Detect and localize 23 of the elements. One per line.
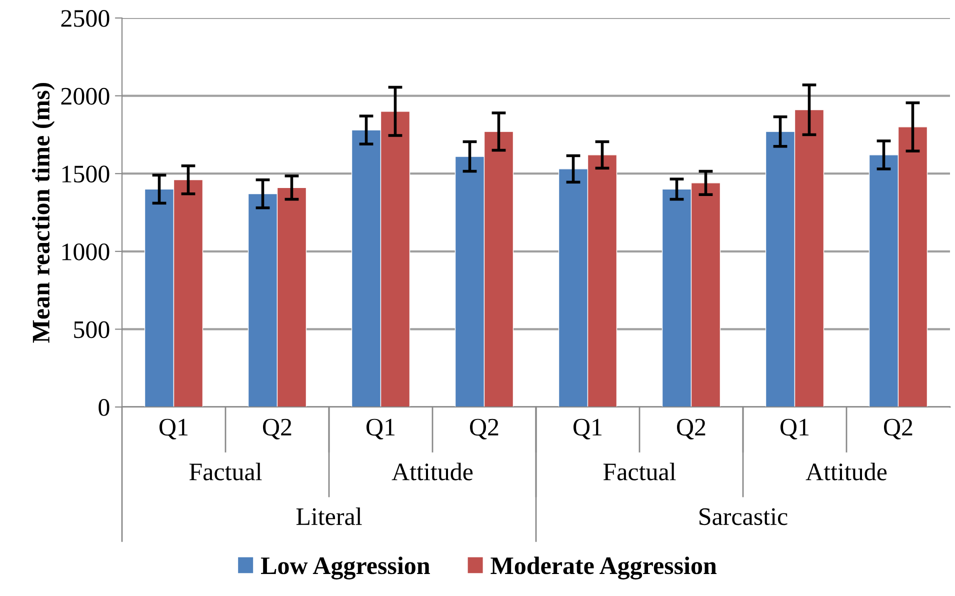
- x-tick-label: Q1: [780, 418, 809, 440]
- x-tick-label: Q2: [263, 418, 292, 440]
- text: Factual: [189, 462, 262, 480]
- legend-label: Low Aggression: [261, 556, 430, 580]
- x-tick-label: Q2: [470, 418, 498, 440]
- x-tick-label: Q1: [574, 418, 602, 440]
- x-tick-label: Q2: [677, 418, 706, 440]
- y-tick-label: 500: [74, 321, 110, 338]
- text: Attitude: [392, 462, 473, 480]
- text: Factual: [603, 462, 676, 480]
- y-tick-label: 1500: [62, 166, 110, 183]
- text: Literal: [296, 508, 362, 526]
- text: Attitude: [806, 462, 887, 480]
- legend-label: Moderate Aggression: [490, 556, 717, 580]
- y-tick-label: 0: [98, 399, 110, 416]
- x-tick-label: Q1: [366, 418, 395, 440]
- y-tick-label: 2000: [61, 88, 110, 105]
- y-tick-label: 1000: [62, 243, 110, 260]
- y-tick-label: 2500: [61, 10, 110, 27]
- y-axis-title: Mean reaction time (ms): [32, 82, 55, 343]
- text: Sarcastic: [700, 508, 788, 526]
- x-tick-label: Q1: [160, 418, 188, 440]
- x-tick-label: Q2: [884, 418, 912, 440]
